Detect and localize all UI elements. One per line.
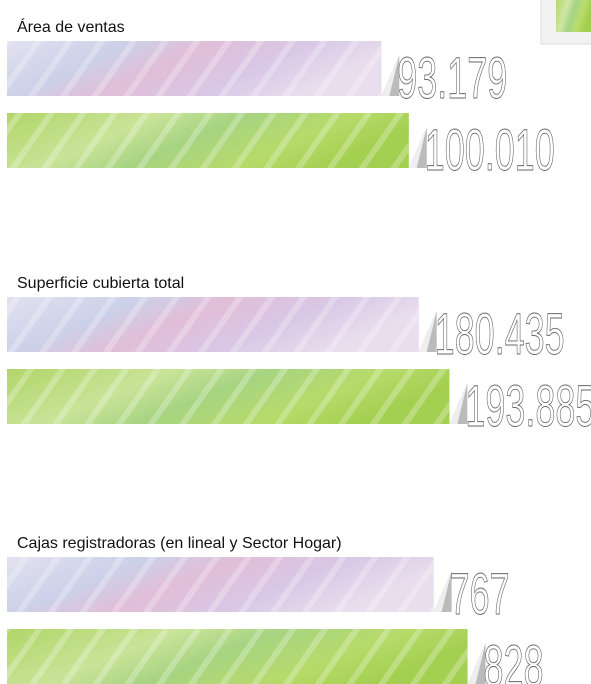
value-label: 767 xyxy=(450,562,510,627)
legend-swatch-fragment xyxy=(540,0,591,45)
bar-group: Superficie cubierta total 180.435 193.885 xyxy=(7,275,591,440)
value-label: 100.010 xyxy=(425,118,555,183)
page-curl-light xyxy=(449,383,468,424)
bar-stripes xyxy=(7,297,419,352)
group-title: Cajas registradoras (en lineal y Sector … xyxy=(17,535,342,552)
page-curl-light xyxy=(467,643,486,684)
bar-stripes xyxy=(7,557,434,612)
bar-stripes xyxy=(7,41,382,96)
page-curl-light xyxy=(418,311,437,352)
value-label: 180.435 xyxy=(435,302,565,367)
group-title: Área de ventas xyxy=(17,17,125,36)
page-curl-light xyxy=(381,55,400,96)
value-label: 93.179 xyxy=(397,46,507,111)
bar-group: Área de ventas 93.179 100.010 xyxy=(7,17,555,184)
bar-group: Cajas registradoras (en lineal y Sector … xyxy=(7,535,544,684)
page-curl-light xyxy=(408,127,427,168)
value-label: 193.885 xyxy=(465,374,591,439)
page-curl-light xyxy=(433,571,452,612)
bar-stripes xyxy=(7,629,468,684)
bar-stripes xyxy=(7,113,409,168)
bar-stripes xyxy=(7,369,450,424)
value-label: 828 xyxy=(484,634,544,684)
group-title: Superficie cubierta total xyxy=(17,275,184,292)
